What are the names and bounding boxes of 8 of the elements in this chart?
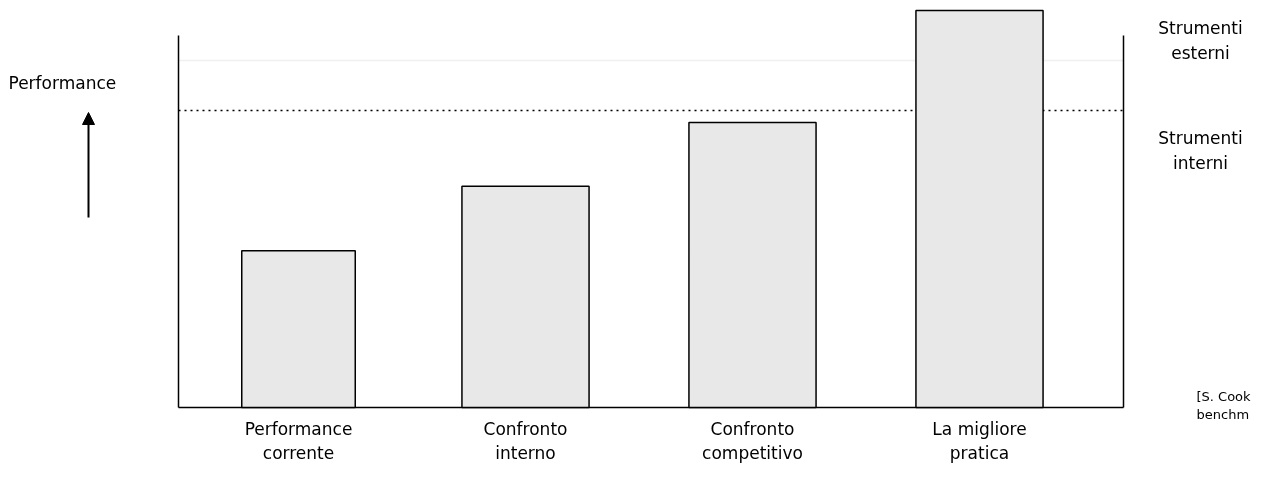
text: [S. Cook benchm (1196, 388, 1252, 423)
x-tick-label: Confronto interno (483, 418, 568, 463)
text: Strumenti esterni (1158, 18, 1243, 63)
x-tick-label: Performance corrente (244, 418, 353, 463)
y-axis-title: Performance (8, 72, 117, 93)
text: Strumenti interni (1158, 128, 1243, 173)
x-tick-label: La migliore pratica (932, 418, 1027, 463)
x-tick-label: Confronto competitivo (702, 418, 803, 463)
